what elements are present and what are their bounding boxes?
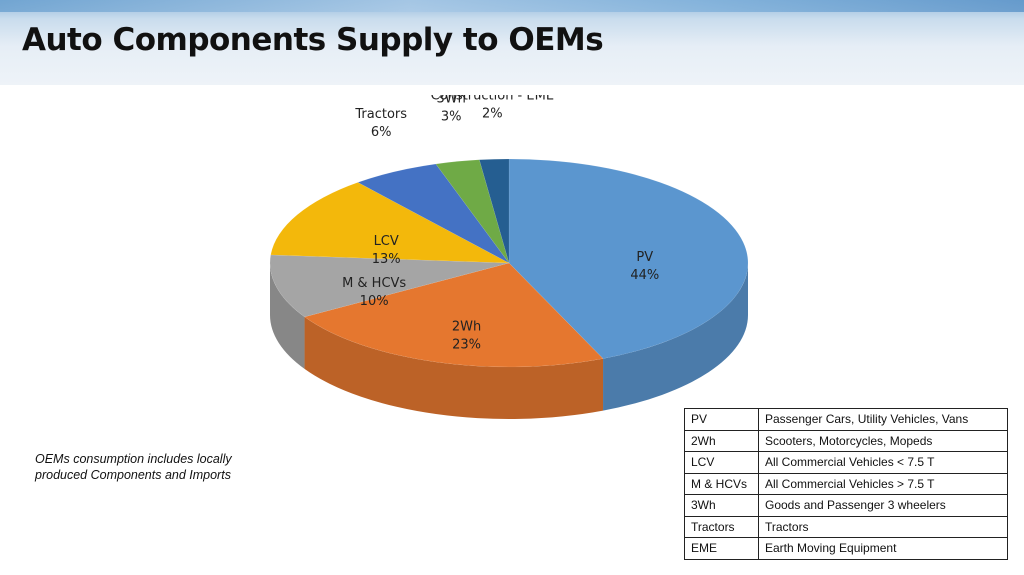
pie-slice xyxy=(270,182,510,264)
page-title: Auto Components Supply to OEMs xyxy=(22,22,604,58)
pie-slices xyxy=(269,158,749,368)
table-row: 3Wh Goods and Passenger 3 wheelers xyxy=(684,494,1008,517)
slice-label: 3Wh 3% xyxy=(436,95,465,125)
header-banner: Auto Components Supply to OEMs xyxy=(0,0,1024,85)
table-row: LCV All Commercial Vehicles < 7.5 T xyxy=(684,451,1008,474)
abbr-cell: 3Wh xyxy=(684,494,759,517)
abbr-cell: Tractors xyxy=(684,515,759,538)
description-cell: All Commercial Vehicles < 7.5 T xyxy=(758,451,1008,474)
abbr-cell: EME xyxy=(684,537,759,560)
slice-percent: 23% xyxy=(452,337,481,352)
slice-percent: 10% xyxy=(360,294,389,309)
table-row: 2Wh Scooters, Motorcycles, Mopeds xyxy=(684,429,1008,452)
pie-labels: PV 44%2Wh 23%M & HCVs 10%LCV 13%Tractors 6%3W… xyxy=(342,95,659,352)
slice-percent: 2% xyxy=(482,106,503,121)
slice-category: Tractors xyxy=(354,107,407,122)
pie-slice xyxy=(435,159,510,264)
pie-slice xyxy=(479,158,510,264)
abbr-cell: M & HCVs xyxy=(684,472,759,495)
header-shine xyxy=(0,0,1024,12)
description-cell: Scooters, Motorcycles, Mopeds xyxy=(758,429,1008,452)
slice-category: M & HCVs xyxy=(342,276,406,291)
footnote: OEMs consumption includes locally produc… xyxy=(35,452,232,482)
pie-slice xyxy=(357,163,510,264)
description-cell: Passenger Cars, Utility Vehicles, Vans xyxy=(758,408,1008,431)
slice-category: 3Wh xyxy=(436,95,465,107)
slice-category: PV xyxy=(636,250,653,265)
slice-category: Construction - EME xyxy=(431,95,554,103)
pie-chart: PV 44%2Wh 23%M & HCVs 10%LCV 13%Tractors 6%3W… xyxy=(269,95,749,419)
slice-label: Tractors 6% xyxy=(354,107,407,140)
abbr-cell: LCV xyxy=(684,451,759,474)
slice-percent: 3% xyxy=(441,110,462,125)
abbreviation-table: PV Passenger Cars, Utility Vehicles, Vans… xyxy=(684,408,1008,560)
slice-category: 2Wh xyxy=(452,319,481,334)
description-cell: Earth Moving Equipment xyxy=(758,537,1008,560)
pie-slice xyxy=(303,262,604,368)
pie-slice-side xyxy=(270,263,305,369)
description-cell: Tractors xyxy=(758,515,1008,538)
abbr-cell: 2Wh xyxy=(684,429,759,452)
pie-sides xyxy=(270,263,748,419)
pie-slice-side xyxy=(603,263,748,411)
slice-percent: 13% xyxy=(372,252,401,267)
slice-label: M & HCVs 10% xyxy=(342,276,406,309)
abbr-cell: PV xyxy=(684,408,759,431)
description-cell: Goods and Passenger 3 wheelers xyxy=(758,494,1008,517)
slice-category: LCV xyxy=(374,234,399,249)
slice-percent: 6% xyxy=(371,125,392,140)
pie-slice xyxy=(508,158,749,359)
description-cell: All Commercial Vehicles > 7.5 T xyxy=(758,472,1008,495)
slice-label: Construction - EME 2% xyxy=(431,95,554,121)
table-row: M & HCVs All Commercial Vehicles > 7.5 T xyxy=(684,472,1008,495)
table-row: Tractors Tractors xyxy=(684,515,1008,538)
slice-label: PV 44% xyxy=(630,250,659,283)
table-row: EME Earth Moving Equipment xyxy=(684,537,1008,560)
table-row: PV Passenger Cars, Utility Vehicles, Vans xyxy=(684,408,1008,431)
slice-label: LCV 13% xyxy=(372,234,401,267)
slice-percent: 44% xyxy=(630,268,659,283)
slice-label: 2Wh 23% xyxy=(452,319,481,352)
pie-slice xyxy=(269,254,510,318)
pie-slice-side xyxy=(304,316,604,419)
